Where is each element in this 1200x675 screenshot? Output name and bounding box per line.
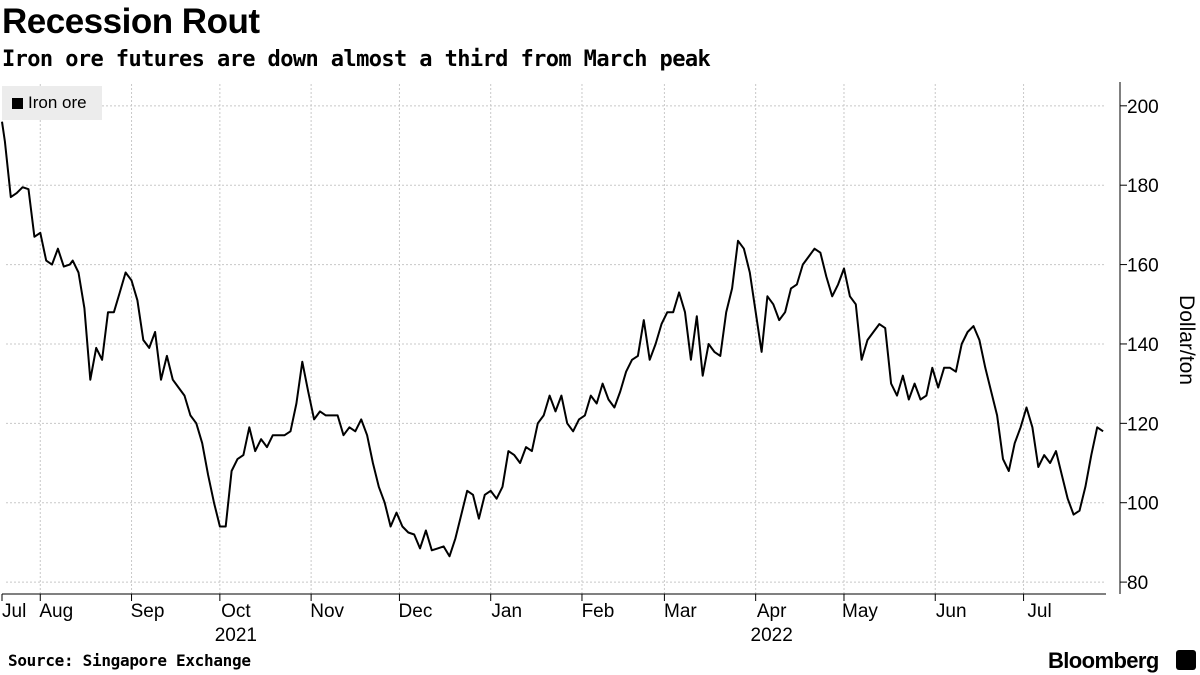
x-tick-label: Oct	[221, 601, 251, 622]
chart-title: Recession Rout	[2, 2, 260, 41]
x-tick-label: Jan	[491, 601, 522, 622]
x-tick-label: Mar	[664, 601, 697, 622]
legend-swatch	[12, 98, 23, 109]
x-year-label: 2021	[215, 625, 257, 646]
x-tick-label: Jul	[2, 601, 26, 622]
source-note: Source: Singapore Exchange	[8, 651, 251, 670]
chart-legend: Iron ore	[2, 86, 102, 120]
x-tick-label: Feb	[582, 601, 615, 622]
y-tick-label: 100	[1127, 494, 1159, 515]
x-tick-label: Dec	[399, 601, 433, 622]
x-tick-label: Jul	[1027, 601, 1051, 622]
series-line-iron-ore	[1, 121, 1104, 558]
y-tick-label: 200	[1127, 97, 1159, 118]
x-year-label: 2022	[751, 625, 793, 646]
x-tick-label: Jun	[936, 601, 967, 622]
legend-label: Iron ore	[28, 93, 87, 112]
x-tick-label: May	[842, 601, 878, 622]
x-tick-label: Sep	[131, 601, 165, 622]
y-tick-label: 80	[1127, 573, 1148, 594]
y-tick-label: 120	[1127, 414, 1159, 435]
brand-logo: Bloomberg	[1048, 648, 1159, 673]
y-tick-label: 180	[1127, 176, 1159, 197]
x-tick-label: Aug	[39, 601, 73, 622]
y-axis-label: Dollar/ton	[1175, 295, 1198, 385]
chart-subtitle: Iron ore futures are down almost a third…	[2, 47, 711, 72]
x-tick-label: Apr	[757, 601, 787, 622]
y-tick-label: 160	[1127, 256, 1159, 277]
bloomberg-icon	[1176, 650, 1196, 670]
x-tick-label: Nov	[310, 601, 344, 622]
y-tick-label: 140	[1127, 335, 1159, 356]
